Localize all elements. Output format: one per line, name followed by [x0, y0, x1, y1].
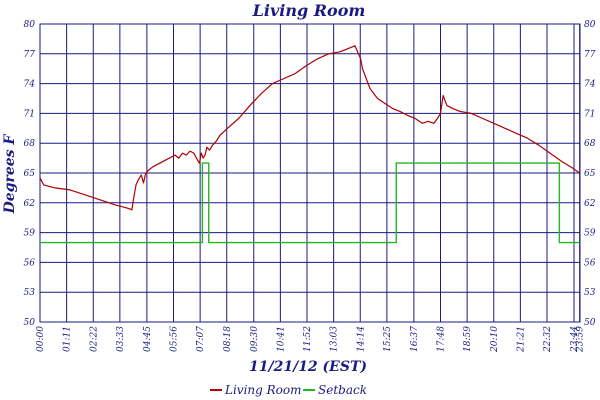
x-tick-label: 02:22 [89, 326, 99, 352]
grid [39, 23, 581, 323]
y-tick-label: 74 [24, 80, 36, 90]
y-tick-label-right: 80 [584, 20, 596, 30]
x-tick-label: 22:32 [543, 326, 553, 353]
y-tick-label-right: 74 [584, 80, 596, 90]
x-tick-label: 01:11 [63, 326, 73, 352]
x-tick-label: 05:56 [170, 326, 180, 352]
y-tick-label: 80 [24, 20, 36, 30]
x-tick-label: 23:59 [576, 326, 586, 353]
y-tick-label-right: 59 [584, 229, 596, 239]
x-tick-label: 20:10 [490, 326, 500, 353]
y-tick-label-right: 50 [584, 318, 596, 328]
x-tick-label: 08:18 [223, 326, 233, 352]
series-line [40, 162, 580, 244]
x-axis-title: 11/21/12 (EST) [249, 359, 367, 375]
y-tick-label-right: 68 [584, 139, 596, 149]
y-tick-label: 65 [24, 169, 36, 179]
x-tick-label: 13:03 [330, 326, 340, 352]
y-tick-label: 59 [24, 229, 36, 239]
y-tick-label: 71 [24, 109, 35, 119]
y-tick-label-right: 53 [584, 288, 596, 298]
chart-title: Living Room [252, 1, 366, 20]
legend-label-living-room: Living Room [224, 383, 302, 397]
legend-label-setback: Setback [318, 383, 367, 397]
x-tick-label: 21:21 [516, 326, 526, 353]
y-tick-label-right: 71 [584, 109, 595, 119]
x-tick-label: 03:33 [116, 326, 126, 352]
x-tick-label: 23:44 [570, 326, 580, 353]
x-axis: 00:00 01:11 02:22 03:33 04:45 05:56 07:07 08:18… [36, 326, 586, 353]
x-tick-label: 18:59 [463, 326, 473, 352]
y-axis-right: 50 53 56 59 62 65 68 71 74 77 80 [584, 20, 596, 328]
y-axis-title: Degrees F [2, 134, 18, 215]
x-tick-label: 10:41 [276, 326, 286, 352]
y-tick-label: 62 [24, 199, 36, 209]
series-group [39, 45, 580, 244]
y-tick-label: 53 [24, 288, 36, 298]
y-tick-label: 50 [24, 318, 36, 328]
series-setback [40, 162, 580, 244]
y-tick-label: 68 [24, 139, 36, 149]
series-line [39, 45, 580, 211]
x-tick-label: 09:30 [250, 326, 260, 352]
y-tick-label: 77 [24, 50, 36, 60]
y-tick-label: 56 [24, 258, 36, 268]
x-tick-label: 04:45 [143, 326, 153, 352]
y-tick-label-right: 62 [584, 199, 596, 209]
y-tick-label-right: 56 [584, 258, 596, 268]
legend: Living Room Setback [210, 383, 367, 397]
x-tick-label: 11:52 [303, 326, 313, 352]
x-tick-label: 16:37 [410, 326, 420, 352]
x-tick-label: 17:48 [437, 326, 447, 352]
series-living-room [39, 45, 580, 211]
x-tick-label: 00:00 [36, 326, 46, 352]
x-tick-label: 15:25 [383, 326, 393, 352]
x-tick-label: 14:14 [356, 326, 366, 352]
y-axis-left: 50 53 56 59 62 65 68 71 74 77 80 [24, 20, 36, 328]
y-tick-label-right: 77 [584, 50, 596, 60]
y-tick-label-right: 65 [584, 169, 596, 179]
x-tick-label: 07:07 [196, 326, 206, 352]
